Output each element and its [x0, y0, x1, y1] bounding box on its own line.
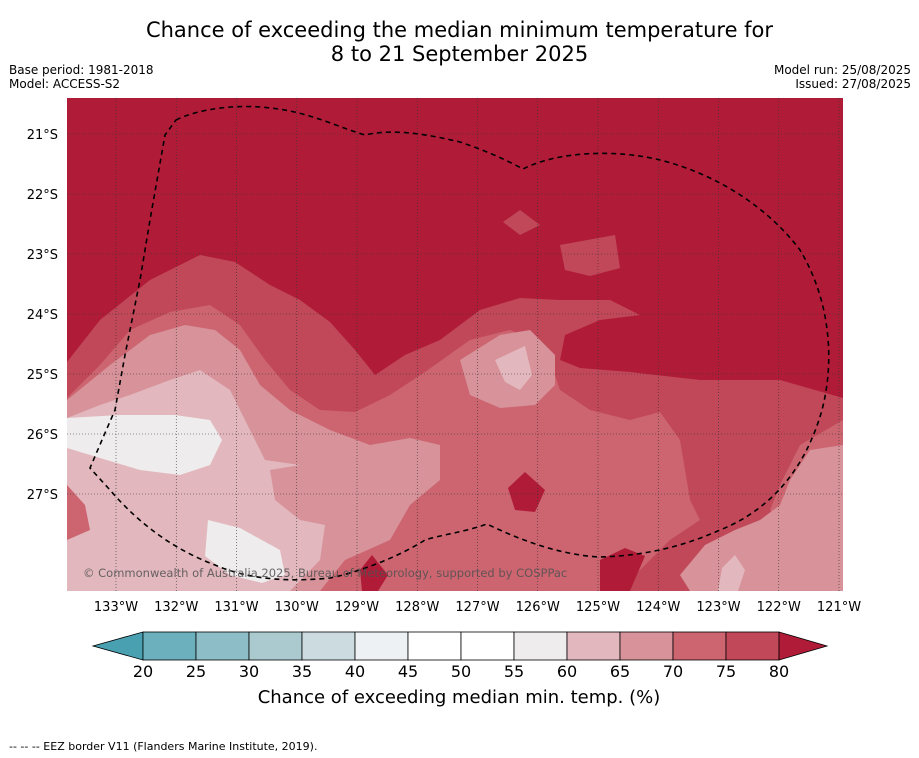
- latitude-label: 26°S: [27, 428, 58, 443]
- colorbar-label: Chance of exceeding median min. temp. (%…: [258, 687, 661, 708]
- longitude-label: 132°W: [154, 600, 198, 615]
- contour-60-65-east: [718, 555, 745, 591]
- colorbar-swatch: [407, 631, 462, 661]
- meta-left: Base period: 1981-2018 Model: ACCESS-S2: [9, 63, 154, 91]
- contour-field: [67, 98, 843, 591]
- colorbar-tick-label: 30: [239, 662, 259, 681]
- contour-55-60: [67, 415, 222, 475]
- model-run: Model run: 25/08/2025: [773, 63, 911, 77]
- latitude-label: 24°S: [27, 308, 58, 323]
- contour-west-strip: [67, 485, 90, 540]
- colorbar-tick-label: 80: [769, 662, 789, 681]
- latitude-label: 27°S: [27, 488, 58, 503]
- latitude-label: 25°S: [27, 368, 58, 383]
- colorbar-swatch: [142, 631, 197, 661]
- colorbar: 20 25 30 35 40 45 50 55 60 65 70 75 80: [91, 631, 829, 681]
- colorbar-swatch: [195, 631, 250, 661]
- colorbar-swatch: [725, 631, 780, 661]
- title-line-1: Chance of exceeding the median minimum t…: [145, 18, 774, 42]
- colorbar-swatch: [248, 631, 303, 661]
- base-period: Base period: 1981-2018: [9, 63, 154, 77]
- colorbar-swatch: [460, 631, 515, 661]
- longitude-label: 129°W: [335, 600, 379, 615]
- colorbar-high-extension: [778, 631, 829, 661]
- colorbar-tick-label: 75: [716, 662, 736, 681]
- contour-60-65-patch: [495, 346, 532, 390]
- colorbar-tick-label: 70: [663, 662, 683, 681]
- meta-right: Model run: 25/08/2025 Issued: 27/08/2025: [774, 63, 911, 91]
- title-line-2: 8 to 21 September 2025: [330, 42, 589, 66]
- colorbar-tick-label: 60: [557, 662, 577, 681]
- model-name: Model: ACCESS-S2: [9, 77, 121, 91]
- longitude-label: 121°W: [817, 600, 861, 615]
- colorbar-tick-label: 25: [186, 662, 206, 681]
- colorbar-swatch: [301, 631, 356, 661]
- map-title: Chance of exceeding the median minimum t…: [0, 18, 919, 66]
- colorbar-swatch: [672, 631, 727, 661]
- longitude-label: 126°W: [516, 600, 560, 615]
- contour-80plus-spot-a: [508, 472, 545, 512]
- copyright-notice: © Commonwealth of Australia 2025, Bureau…: [83, 566, 567, 580]
- colorbar-tick-label: 55: [504, 662, 524, 681]
- contour-80plus-spot-b: [600, 548, 645, 591]
- colorbar-tick-label: 35: [292, 662, 312, 681]
- longitude-label: 128°W: [395, 600, 439, 615]
- contour-75-80-patch-a: [503, 210, 540, 235]
- colorbar-low-extension: [91, 631, 144, 661]
- colorbar-swatch: [354, 631, 409, 661]
- colorbar-tick-label: 50: [451, 662, 471, 681]
- latitude-label: 22°S: [27, 188, 58, 203]
- colorbar-tick-label: 40: [345, 662, 365, 681]
- longitude-labels: 133°W 132°W 131°W 130°W 129°W 128°W 127°W 126°W…: [94, 600, 861, 615]
- longitude-label: 123°W: [696, 600, 740, 615]
- colorbar-swatch: [619, 631, 674, 661]
- graticule: [67, 98, 843, 591]
- issued-date: Issued: 27/08/2025: [795, 77, 911, 91]
- longitude-label: 124°W: [636, 600, 680, 615]
- colorbar-tick-label: 45: [398, 662, 418, 681]
- contour-65-70-east: [680, 445, 843, 591]
- longitude-label: 133°W: [94, 600, 138, 615]
- forecast-map: © Commonwealth of Australia 2025, Bureau…: [27, 98, 861, 708]
- contour-75-80-patch-b: [560, 235, 620, 276]
- colorbar-swatch: [513, 631, 568, 661]
- eez-footnote: -- -- -- EEZ border V11 (Flanders Marine…: [9, 740, 318, 753]
- latitude-label: 21°S: [27, 128, 58, 143]
- colorbar-swatch: [566, 631, 621, 661]
- longitude-label: 131°W: [214, 600, 258, 615]
- longitude-label: 122°W: [757, 600, 801, 615]
- colorbar-tick-label: 65: [610, 662, 630, 681]
- contour-80plus-spot-c: [360, 555, 388, 591]
- longitude-label: 125°W: [576, 600, 620, 615]
- longitude-label: 130°W: [275, 600, 319, 615]
- latitude-label: 23°S: [27, 248, 58, 263]
- colorbar-tick-label: 20: [133, 662, 153, 681]
- longitude-label: 127°W: [455, 600, 499, 615]
- contour-55-60-south: [205, 520, 285, 583]
- latitude-labels: 21°S 22°S 23°S 24°S 25°S 26°S 27°S: [27, 128, 58, 503]
